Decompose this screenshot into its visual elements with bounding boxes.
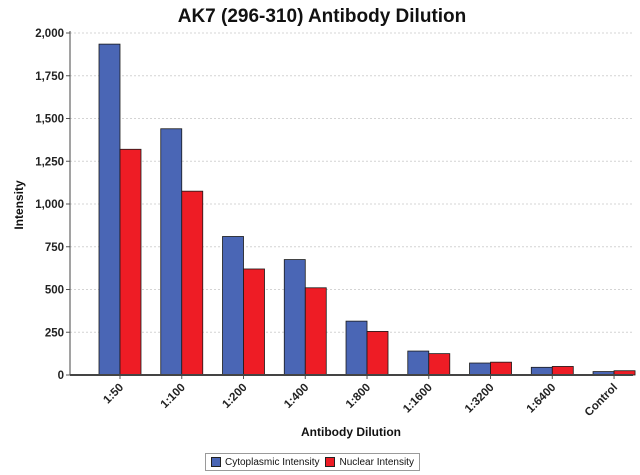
bar-nuclear: [181, 190, 204, 376]
bar-nuclear: [428, 353, 451, 376]
legend: Cytoplasmic Intensity Nuclear Intensity: [205, 453, 420, 471]
legend-label-nuclear: Nuclear Intensity: [339, 456, 414, 468]
x-axis-label: Antibody Dilution: [301, 425, 401, 439]
y-tick-label: 2,000: [35, 28, 64, 40]
bar-nuclear: [243, 268, 265, 376]
x-tick-label: 1:6400: [525, 382, 559, 416]
x-tick-label: 1:3200: [463, 382, 497, 416]
y-tick-label: 500: [45, 285, 64, 297]
bar-cytoplasmic: [469, 362, 491, 376]
y-tick-label: 1,250: [35, 156, 64, 168]
legend-item-cytoplasmic: Cytoplasmic Intensity: [211, 457, 319, 468]
bar-cytoplasmic: [160, 128, 183, 376]
gridlines: [70, 32, 633, 333]
y-axis-label: Intensity: [12, 180, 26, 230]
bar-nuclear: [119, 148, 142, 376]
y-tick-label: 1,750: [35, 71, 64, 83]
y-tick-label: 250: [45, 327, 64, 339]
axes: [66, 31, 633, 379]
bar-nuclear: [366, 330, 389, 376]
bar-cytoplasmic: [530, 366, 553, 376]
x-tick-label: Control: [583, 382, 620, 419]
bar-cytoplasmic: [98, 43, 121, 376]
y-tick-label: 750: [45, 242, 64, 254]
chart-title: AK7 (296-310) Antibody Dilution: [178, 6, 467, 27]
legend-item-nuclear: Nuclear Intensity: [325, 456, 414, 468]
y-tick-label: 0: [58, 370, 64, 382]
y-tick-label: 1,000: [35, 199, 64, 211]
bar-nuclear: [304, 287, 327, 376]
bar-cytoplasmic: [407, 350, 430, 376]
x-tick-label: 1:200: [220, 382, 249, 411]
bar-nuclear: [490, 361, 512, 376]
x-tick-label: 1:50: [101, 382, 126, 407]
legend-swatch-cytoplasmic: [211, 457, 221, 467]
bar-cytoplasmic: [345, 320, 368, 376]
x-tick-label: 1:400: [282, 382, 311, 411]
bar-cytoplasmic: [222, 236, 244, 376]
legend-swatch-nuclear: [325, 457, 336, 467]
bars: [98, 43, 636, 376]
legend-label-cytoplasmic: Cytoplasmic Intensity: [225, 456, 320, 468]
bar-cytoplasmic: [283, 259, 306, 376]
y-tick-label: 1,500: [35, 114, 64, 126]
x-tick-label: 1:1600: [401, 382, 435, 416]
bar-nuclear: [551, 366, 574, 376]
x-tick-label: 1:100: [159, 382, 188, 411]
x-tick-label: 1:800: [344, 382, 373, 411]
